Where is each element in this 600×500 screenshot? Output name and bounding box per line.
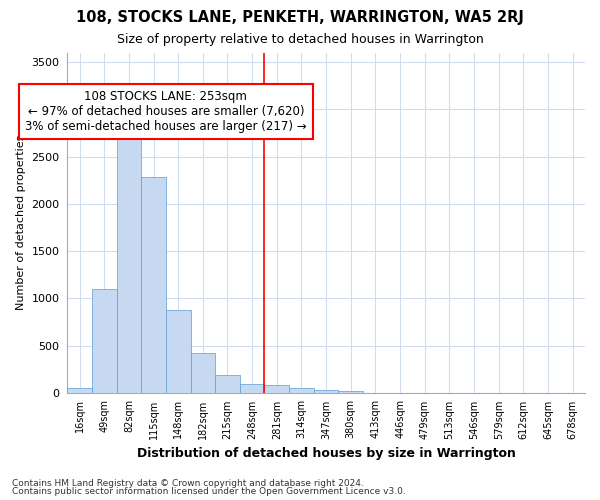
- Bar: [67, 388, 92, 393]
- Bar: [240, 384, 265, 393]
- Text: Contains public sector information licensed under the Open Government Licence v3: Contains public sector information licen…: [12, 487, 406, 496]
- Bar: [141, 178, 166, 393]
- Text: Size of property relative to detached houses in Warrington: Size of property relative to detached ho…: [116, 32, 484, 46]
- Bar: [314, 390, 338, 393]
- X-axis label: Distribution of detached houses by size in Warrington: Distribution of detached houses by size …: [137, 447, 515, 460]
- Bar: [116, 133, 141, 393]
- Bar: [191, 354, 215, 393]
- Text: 108, STOCKS LANE, PENKETH, WARRINGTON, WA5 2RJ: 108, STOCKS LANE, PENKETH, WARRINGTON, W…: [76, 10, 524, 25]
- Text: 108 STOCKS LANE: 253sqm
← 97% of detached houses are smaller (7,620)
3% of semi-: 108 STOCKS LANE: 253sqm ← 97% of detache…: [25, 90, 307, 134]
- Bar: [338, 391, 363, 393]
- Bar: [92, 289, 116, 393]
- Bar: [215, 375, 240, 393]
- Bar: [289, 388, 314, 393]
- Bar: [166, 310, 191, 393]
- Bar: [265, 386, 289, 393]
- Text: Contains HM Land Registry data © Crown copyright and database right 2024.: Contains HM Land Registry data © Crown c…: [12, 478, 364, 488]
- Y-axis label: Number of detached properties: Number of detached properties: [16, 135, 26, 310]
